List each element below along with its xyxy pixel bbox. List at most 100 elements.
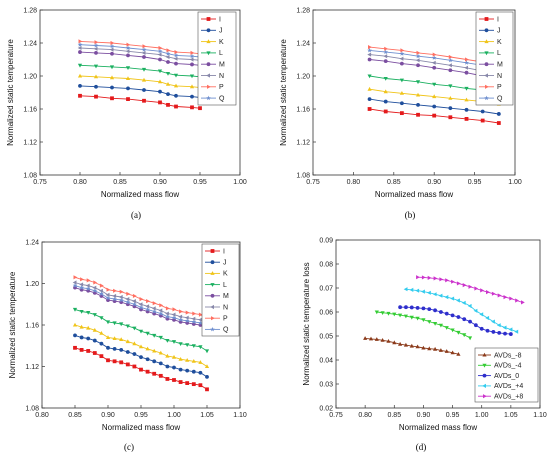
legend-marker	[482, 363, 487, 368]
data-point	[438, 293, 443, 298]
y-tick-label: 1.12	[25, 364, 39, 371]
x-tick-label: 0.95	[134, 412, 148, 419]
data-point	[178, 357, 183, 361]
data-point	[450, 328, 455, 333]
data-point	[132, 326, 137, 331]
series-N	[72, 280, 209, 327]
data-point	[110, 51, 114, 56]
y-tick-label: 1.16	[23, 106, 37, 113]
data-point	[464, 107, 469, 112]
data-point	[158, 89, 162, 94]
data-point	[509, 296, 514, 301]
plot-frame	[335, 239, 541, 409]
data-point	[99, 291, 104, 296]
data-point	[409, 287, 414, 292]
data-point	[191, 382, 196, 387]
data-point	[468, 284, 473, 289]
x-tick-label: 0.85	[387, 412, 401, 419]
data-point	[485, 328, 490, 333]
y-tick-label: 1.16	[296, 106, 310, 113]
data-point	[165, 82, 171, 86]
chart-panel-1: 0.75 0.80 0.85 0.90 0.95 1.00 1.08 1.12 1.16 1.20…	[6, 7, 247, 220]
legend-marker	[484, 28, 489, 33]
series-L	[72, 307, 210, 354]
data-point	[165, 364, 170, 369]
data-point	[432, 113, 437, 118]
legend-entry: Q	[223, 327, 229, 334]
data-point	[450, 313, 455, 318]
x-tick-label: 1.00	[475, 412, 489, 419]
data-point	[138, 304, 144, 310]
data-point	[433, 308, 437, 313]
data-point	[171, 312, 176, 317]
data-point	[119, 322, 124, 327]
data-point	[398, 305, 403, 310]
series-line	[79, 47, 201, 61]
data-point	[392, 312, 397, 317]
data-point	[190, 62, 194, 67]
data-point	[456, 298, 460, 303]
data-point	[77, 63, 83, 68]
legend-entry: P	[223, 316, 228, 323]
x-tick-label: 0.80	[358, 412, 372, 419]
data-point	[145, 357, 150, 362]
data-point	[142, 98, 146, 103]
data-point	[409, 315, 414, 320]
data-point	[467, 303, 472, 309]
data-point	[521, 300, 525, 305]
y-tick-label: 1.24	[25, 239, 39, 246]
x-tick-label: 1.05	[504, 412, 518, 419]
data-point	[479, 326, 484, 331]
data-point	[125, 350, 130, 354]
data-point	[392, 340, 397, 345]
data-point	[125, 324, 130, 329]
data-point	[462, 317, 467, 322]
y-tick-label: 1.24	[296, 40, 310, 47]
legend-entry: L	[219, 50, 223, 57]
legend-marker	[484, 62, 489, 67]
y-axis-label: Normalized static temperature loss	[302, 262, 311, 385]
legend-entry: P	[497, 84, 502, 91]
legend-marker	[210, 283, 215, 287]
data-point	[93, 46, 98, 51]
data-point	[497, 293, 502, 298]
data-point	[125, 362, 130, 367]
x-tick-label: 0.85	[113, 179, 127, 186]
data-point	[204, 364, 210, 368]
data-point	[112, 296, 117, 302]
data-point	[92, 351, 97, 355]
legend-entry: AVDs_-8	[494, 352, 522, 359]
data-point	[86, 311, 91, 315]
data-point	[502, 325, 507, 330]
data-point	[190, 50, 195, 55]
data-point	[165, 314, 170, 319]
data-point	[109, 47, 114, 52]
legend-marker	[206, 62, 211, 67]
data-point	[145, 369, 150, 374]
data-point	[427, 346, 432, 351]
series-line	[79, 40, 201, 55]
data-point	[448, 106, 453, 111]
data-point	[165, 311, 169, 316]
data-point	[503, 331, 507, 336]
data-point	[139, 355, 143, 360]
data-point	[456, 352, 461, 356]
data-point	[173, 52, 179, 58]
data-point	[159, 303, 164, 308]
data-point	[73, 333, 77, 338]
data-point	[93, 74, 99, 79]
legend-marker	[484, 39, 489, 44]
data-point	[189, 57, 194, 62]
data-point	[119, 289, 124, 294]
data-point	[367, 48, 372, 53]
data-point	[178, 380, 183, 384]
legend-marker	[206, 17, 211, 21]
data-point	[191, 359, 196, 363]
data-point	[173, 83, 179, 88]
data-point	[158, 311, 164, 316]
data-point	[158, 335, 163, 340]
data-point	[367, 52, 372, 57]
data-point	[198, 360, 203, 364]
data-point	[174, 61, 178, 66]
data-point	[145, 346, 150, 351]
